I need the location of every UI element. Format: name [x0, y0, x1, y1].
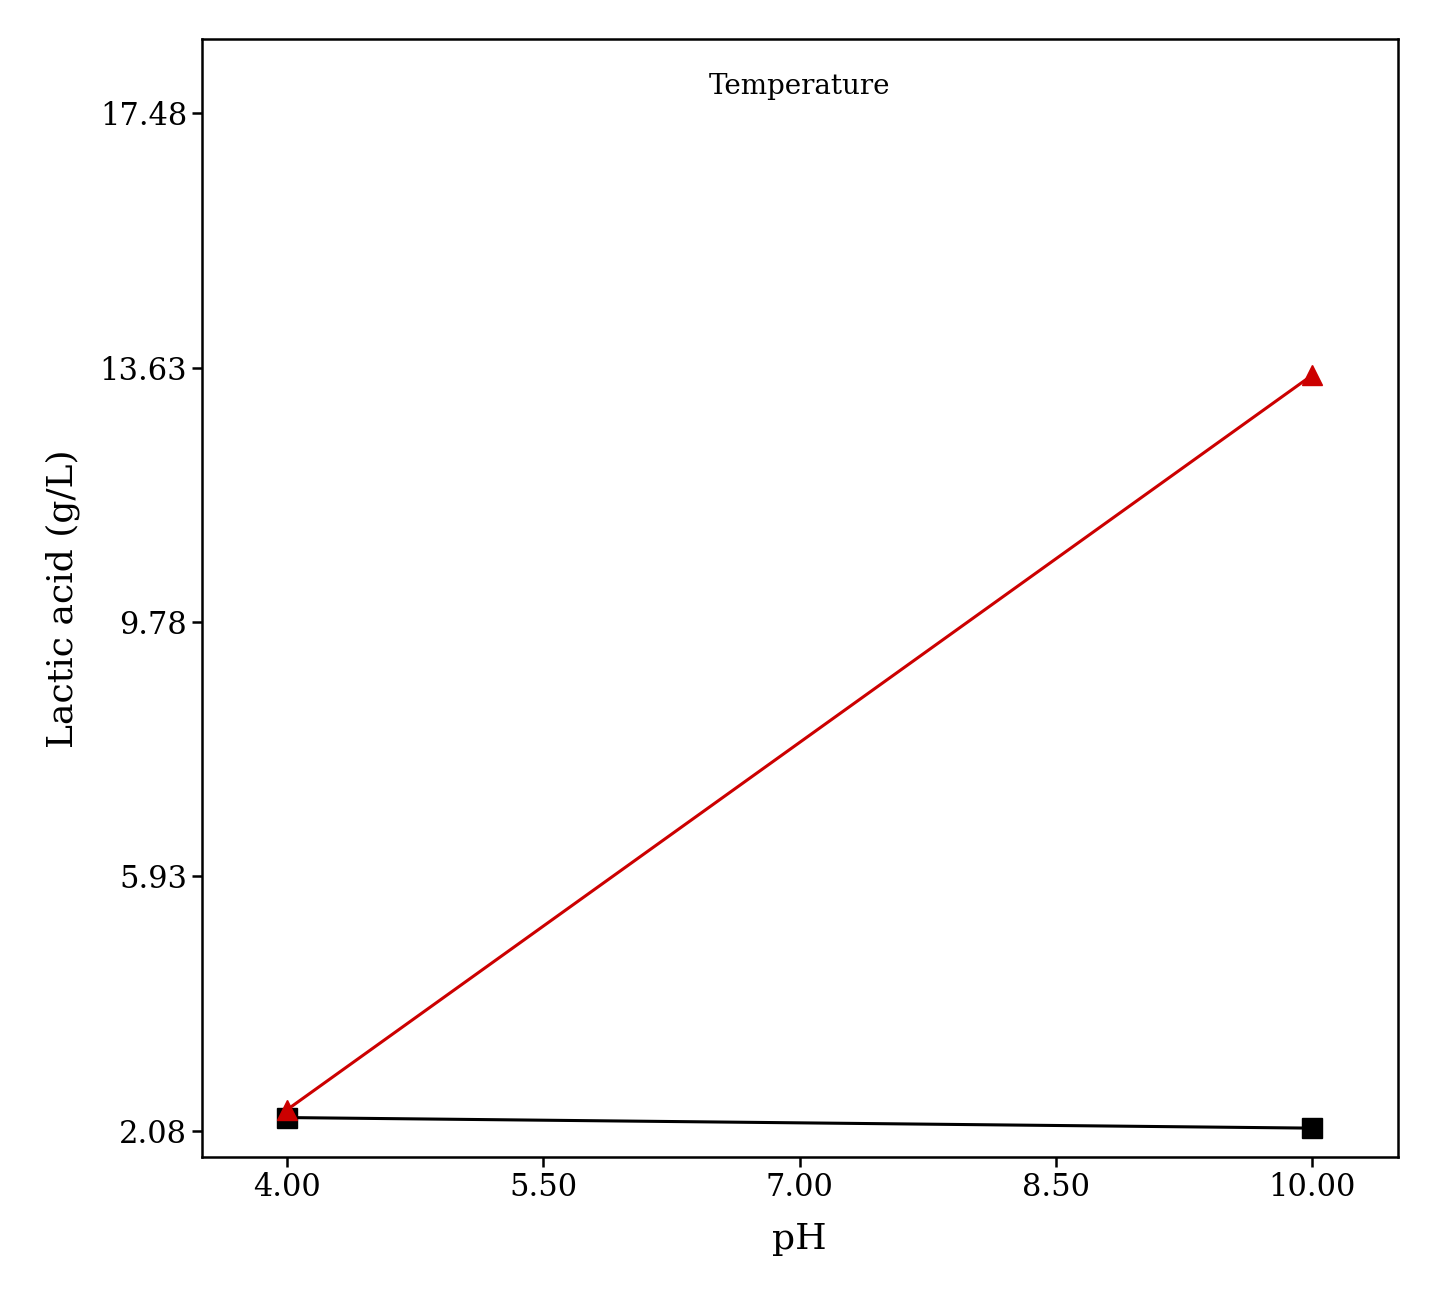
X-axis label: pH: pH [772, 1222, 827, 1256]
Text: Temperature: Temperature [709, 74, 891, 100]
Y-axis label: Lactic acid (g/L): Lactic acid (g/L) [46, 448, 81, 748]
